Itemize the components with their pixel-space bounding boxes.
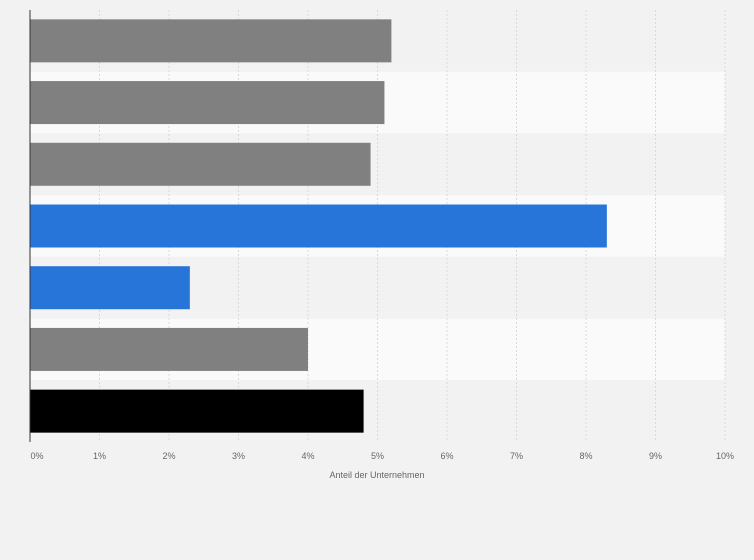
x-tick-label: 1% (93, 451, 106, 461)
bar[interactable] (30, 389, 364, 433)
bar[interactable] (30, 19, 392, 63)
x-tick-label: 2% (162, 451, 175, 461)
x-tick-label: 6% (440, 451, 453, 461)
bar[interactable] (30, 81, 385, 125)
bars (30, 19, 607, 433)
x-tick-labels: 0% 1% 2% 3% 4% 5% 6% 7% 8% 9% 10% (30, 451, 734, 461)
bar[interactable] (30, 266, 190, 310)
x-tick-label: 8% (579, 451, 592, 461)
x-tick-label: 0% (30, 451, 43, 461)
x-tick-label: 7% (510, 451, 523, 461)
bar[interactable] (30, 204, 607, 248)
x-tick-label: 3% (232, 451, 245, 461)
x-tick-label: 5% (371, 451, 384, 461)
x-tick-label: 9% (649, 451, 662, 461)
x-tick-label: 10% (716, 451, 734, 461)
bar[interactable] (30, 142, 371, 186)
x-tick-label: 4% (301, 451, 314, 461)
x-axis-label: Anteil der Unternehmen (329, 470, 424, 480)
bar[interactable] (30, 327, 308, 371)
